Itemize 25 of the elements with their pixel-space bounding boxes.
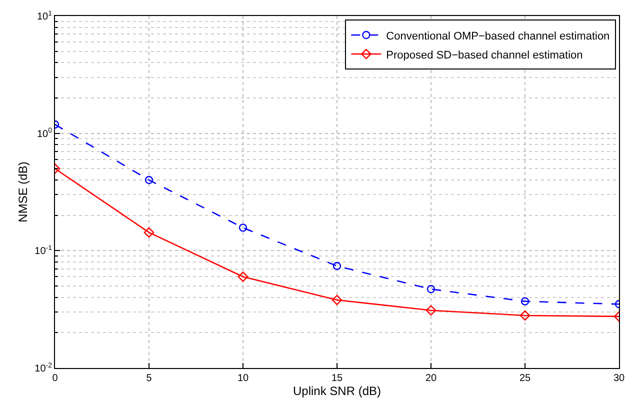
point xyxy=(144,176,154,184)
x-axis-title: Uplink SNR (dB) xyxy=(292,384,382,398)
x-tick-label: 15 xyxy=(331,373,343,384)
y-tick-label: 10$^{1}$ xyxy=(36,10,52,22)
point xyxy=(332,294,342,306)
y-tick-label: 10$^{-1}$ xyxy=(34,244,52,258)
x-tick-label: 5 xyxy=(146,373,152,384)
x-tick-label: 0 xyxy=(52,373,58,384)
point xyxy=(238,272,248,282)
legend-label: Conventional OMP−based channel estimation xyxy=(386,30,610,42)
y-tick-label: 10$^{0}$ xyxy=(36,128,52,140)
point xyxy=(332,262,342,270)
point xyxy=(426,285,436,294)
x-tick-label: 20 xyxy=(425,373,437,384)
point xyxy=(520,297,530,306)
x-tick-label: 10 xyxy=(237,373,249,384)
y-axis-title: NMSE (dB) xyxy=(16,162,30,222)
legend-label: Proposed SD−based channel estimation xyxy=(386,49,583,62)
y-tick-label: 10$^{-2}$ xyxy=(34,362,52,374)
point xyxy=(144,227,154,238)
x-tick-label: 30 xyxy=(613,373,625,384)
point xyxy=(238,224,248,232)
point xyxy=(426,305,436,316)
x-tick-label: 25 xyxy=(519,373,531,384)
point xyxy=(520,310,530,321)
